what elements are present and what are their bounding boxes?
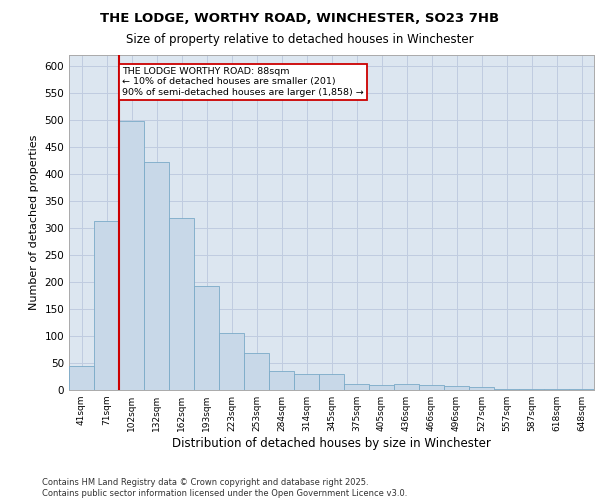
Bar xyxy=(494,389,519,390)
Y-axis label: Number of detached properties: Number of detached properties xyxy=(29,135,39,310)
Bar xyxy=(444,386,469,390)
Bar xyxy=(169,218,194,390)
Text: Size of property relative to detached houses in Winchester: Size of property relative to detached ho… xyxy=(126,32,474,46)
Bar xyxy=(369,384,394,390)
Bar xyxy=(119,121,144,390)
Bar xyxy=(344,384,369,390)
Bar xyxy=(219,334,244,390)
Bar xyxy=(569,389,594,390)
X-axis label: Distribution of detached houses by size in Winchester: Distribution of detached houses by size … xyxy=(172,437,491,450)
Text: THE LODGE, WORTHY ROAD, WINCHESTER, SO23 7HB: THE LODGE, WORTHY ROAD, WINCHESTER, SO23… xyxy=(100,12,500,26)
Bar xyxy=(194,286,219,390)
Bar xyxy=(94,221,119,390)
Bar xyxy=(294,374,319,390)
Bar xyxy=(244,354,269,390)
Bar xyxy=(269,370,294,390)
Bar xyxy=(469,388,494,390)
Bar xyxy=(319,374,344,390)
Text: THE LODGE WORTHY ROAD: 88sqm
← 10% of detached houses are smaller (201)
90% of s: THE LODGE WORTHY ROAD: 88sqm ← 10% of de… xyxy=(122,67,364,96)
Bar xyxy=(419,384,444,390)
Bar xyxy=(69,366,94,390)
Text: Contains HM Land Registry data © Crown copyright and database right 2025.
Contai: Contains HM Land Registry data © Crown c… xyxy=(42,478,407,498)
Bar xyxy=(144,162,169,390)
Bar xyxy=(394,384,419,390)
